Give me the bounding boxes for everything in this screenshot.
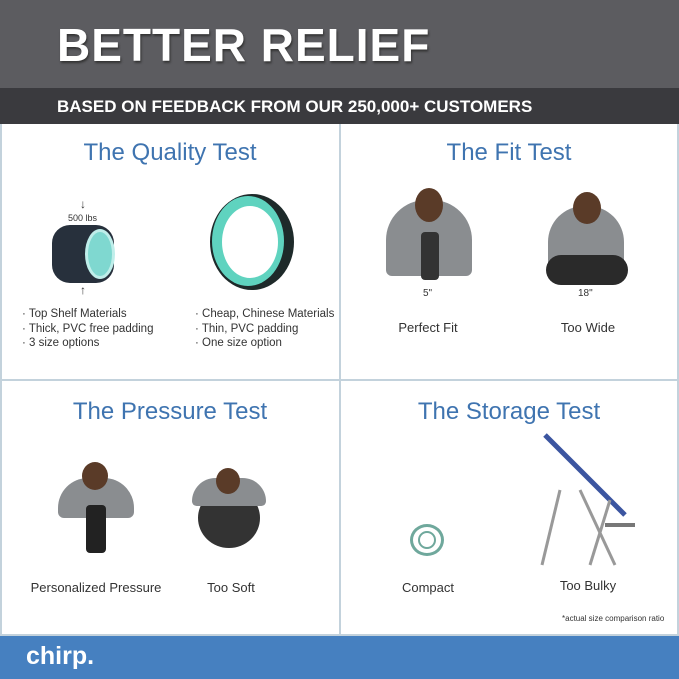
weight-label: 500 lbs	[68, 213, 98, 223]
footnote: *actual size comparison ratio	[562, 614, 665, 623]
footer-bar: chirp.	[0, 636, 679, 679]
chirp-logo: chirp.	[26, 642, 95, 670]
subtitle: BASED ON FEEDBACK FROM OUR 250,000+ CUST…	[57, 97, 533, 116]
list-item: · Thin, PVC padding	[195, 322, 299, 335]
list-item: · Cheap, Chinese Materials	[195, 308, 335, 320]
list-item: · Top Shelf Materials	[22, 308, 127, 320]
storage-left-label: Compact	[401, 580, 455, 595]
list-item: · 3 size options	[22, 337, 100, 349]
wheel	[86, 505, 106, 553]
quality-test-title: The Quality Test	[83, 139, 257, 166]
pressure-right-label: Too Soft	[207, 580, 255, 595]
fit-left-label: Perfect Fit	[398, 320, 458, 335]
page-title: BETTER RELIEF	[57, 19, 431, 71]
person-head	[216, 468, 240, 494]
quality-pros-list: · Top Shelf Materials · Thick, PVC free …	[22, 307, 153, 351]
pressure-left-label: Personalized Pressure	[30, 580, 162, 595]
arrow-down-icon: ↓	[80, 197, 86, 211]
divider	[0, 379, 679, 381]
header-banner: BETTER RELIEF	[0, 0, 679, 88]
inversion-table-image	[540, 433, 635, 566]
subheader-banner: BASED ON FEEDBACK FROM OUR 250,000+ CUST…	[0, 88, 679, 124]
pressure-test-title: The Pressure Test	[72, 398, 268, 425]
fit-right-label: Too Wide	[560, 320, 616, 335]
compact-wheel-image	[410, 524, 444, 556]
narrow-wheel	[421, 232, 439, 280]
storage-test-title: The Storage Test	[417, 398, 601, 425]
storage-right-label: Too Bulky	[559, 578, 617, 593]
list-item: · One size option	[195, 337, 282, 349]
width-measure: 18"	[578, 288, 593, 299]
person-head	[415, 188, 443, 222]
quality-cons-list: · Cheap, Chinese Materials · Thin, PVC p…	[195, 307, 334, 351]
wheel-hole	[222, 206, 278, 278]
wheel-inner	[418, 531, 436, 549]
fit-test-title: The Fit Test	[446, 139, 572, 166]
wide-roller	[546, 255, 628, 285]
width-measure: 5"	[423, 288, 433, 299]
person-head	[573, 192, 601, 224]
wheel-face	[85, 229, 115, 279]
list-item: · Thick, PVC free padding	[22, 322, 154, 335]
person-head	[82, 462, 108, 490]
arrow-up-icon: ↑	[80, 283, 86, 297]
